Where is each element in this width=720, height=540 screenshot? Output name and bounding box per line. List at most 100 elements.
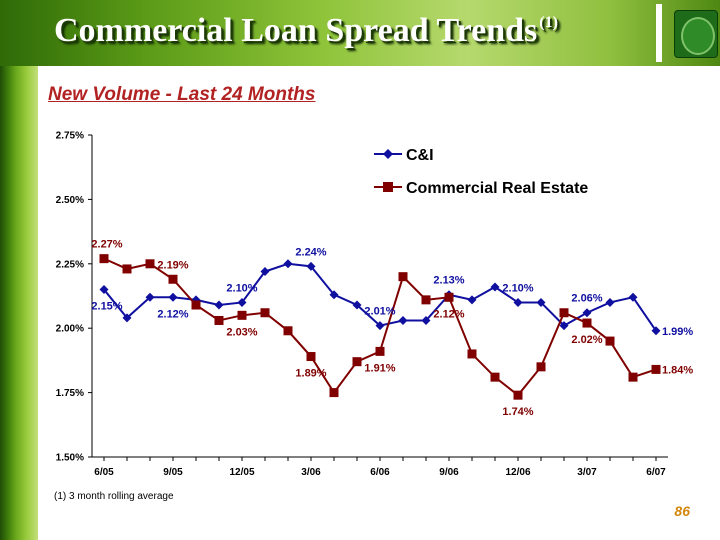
data-label-ci: 2.13% — [433, 275, 464, 287]
legend-label-cre: Commercial Real Estate — [406, 180, 588, 197]
data-point-ci — [329, 290, 339, 300]
data-point-ci — [490, 282, 500, 292]
data-label-ci: 2.06% — [571, 293, 602, 305]
data-label-cre: 2.19% — [157, 259, 188, 271]
series-ci — [99, 259, 661, 336]
data-point-cre — [651, 364, 661, 374]
data-label-cre: 1.91% — [364, 362, 395, 374]
data-point-ci — [398, 315, 408, 325]
data-label-cre: 2.12% — [433, 308, 464, 320]
data-point-ci — [605, 297, 615, 307]
y-tick-label: 1.75% — [56, 388, 84, 399]
chart-legend: C&I Commercial Real Estate — [374, 147, 588, 197]
company-logo — [674, 10, 718, 58]
title-footnote-marker: (1) — [539, 14, 558, 31]
slide-title-text: Commercial Loan Spread Trends — [54, 12, 538, 49]
data-point-ci — [536, 297, 546, 307]
data-label-ci: 2.12% — [157, 308, 188, 320]
chart-subtitle: New Volume - Last 24 Months — [48, 84, 316, 105]
data-point-ci — [306, 261, 316, 271]
data-point-cre — [444, 292, 454, 302]
data-label-cre: 2.02% — [571, 334, 602, 346]
legend-label-ci: C&I — [406, 147, 434, 164]
data-point-cre — [490, 372, 500, 382]
x-tick-label: 3/07 — [577, 467, 597, 478]
y-tick-label: 1.50% — [56, 453, 84, 464]
data-point-ci — [260, 267, 270, 277]
x-tick-label: 12/06 — [505, 467, 530, 478]
data-point-cre — [329, 388, 339, 398]
data-point-ci — [99, 285, 109, 295]
data-point-cre — [214, 315, 224, 325]
data-label-ci: 2.10% — [502, 282, 533, 294]
x-tick-label: 6/06 — [370, 467, 390, 478]
data-point-cre — [398, 272, 408, 282]
data-point-cre — [237, 310, 247, 320]
data-point-cre — [467, 349, 477, 359]
data-point-cre — [260, 308, 270, 318]
x-tick-label: 12/05 — [229, 467, 254, 478]
data-label-cre: 1.84% — [662, 364, 693, 376]
legend-marker-cre — [383, 182, 393, 192]
data-label-ci: 2.15% — [91, 301, 122, 313]
data-point-ci — [191, 295, 201, 305]
page-number: 86 — [674, 503, 690, 519]
data-point-cre — [421, 295, 431, 305]
x-tick-label: 9/05 — [163, 467, 183, 478]
data-label-ci: 2.24% — [295, 246, 326, 258]
data-point-cre — [513, 390, 523, 400]
chart-series — [99, 254, 661, 400]
data-point-ci — [651, 326, 661, 336]
data-point-cre — [582, 318, 592, 328]
data-point-cre — [122, 264, 132, 274]
legend-marker-ci — [383, 149, 393, 159]
data-point-ci — [628, 292, 638, 302]
data-point-ci — [582, 308, 592, 318]
data-point-ci — [467, 295, 477, 305]
data-point-ci — [122, 313, 132, 323]
chart-axes: 1.50% 1.75% 2.00% 2.25% 2.50% 2.75% 6/05 9/05 12… — [56, 131, 668, 478]
legend-entry-ci: C&I — [374, 147, 434, 164]
header-divider-bar — [656, 4, 662, 62]
data-point-ci — [513, 297, 523, 307]
logo-emblem-icon — [681, 17, 715, 55]
data-point-cre — [145, 259, 155, 269]
data-point-ci — [375, 321, 385, 331]
x-tick-label: 9/06 — [439, 467, 459, 478]
legend-entry-cre: Commercial Real Estate — [374, 180, 588, 197]
data-label-cre: 1.89% — [295, 368, 326, 380]
y-tick-label: 2.75% — [56, 131, 84, 142]
data-point-ci — [283, 259, 293, 269]
data-point-ci — [559, 321, 569, 331]
header-band: Commercial Loan Spread Trends (1) — [0, 0, 720, 66]
data-point-cre — [605, 336, 615, 346]
data-label-ci: 1.99% — [662, 326, 693, 338]
data-point-ci — [214, 300, 224, 310]
data-point-ci — [168, 292, 178, 302]
slide-title: Commercial Loan Spread Trends (1) — [54, 12, 558, 50]
data-point-cre — [99, 254, 109, 264]
data-point-cre — [352, 357, 362, 367]
data-label-cre: 1.74% — [502, 406, 533, 418]
data-point-cre — [536, 362, 546, 372]
data-point-cre — [168, 274, 178, 284]
left-sidebar-stripe — [0, 0, 38, 540]
data-point-cre — [191, 300, 201, 310]
chart-data-labels: 2.15% 2.12% 2.10% 2.24% 2.01% 2.13% 2.10% 2.06%… — [91, 239, 693, 419]
data-label-ci: 2.10% — [226, 282, 257, 294]
series-cre — [99, 254, 661, 400]
y-tick-label: 2.50% — [56, 195, 84, 206]
spread-trends-line-chart: 1.50% 1.75% 2.00% 2.25% 2.50% 2.75% 6/05 9/05 12… — [56, 131, 694, 479]
data-point-ci — [145, 292, 155, 302]
data-point-cre — [559, 308, 569, 318]
data-point-ci — [352, 300, 362, 310]
data-label-cre: 2.03% — [226, 326, 257, 338]
data-point-cre — [375, 346, 385, 356]
footnote: (1) 3 month rolling average — [54, 491, 174, 502]
data-point-ci — [421, 315, 431, 325]
data-point-ci — [237, 297, 247, 307]
x-tick-label: 6/07 — [646, 467, 666, 478]
data-point-cre — [283, 326, 293, 336]
data-label-ci: 2.01% — [364, 306, 395, 318]
data-point-cre — [306, 352, 316, 362]
